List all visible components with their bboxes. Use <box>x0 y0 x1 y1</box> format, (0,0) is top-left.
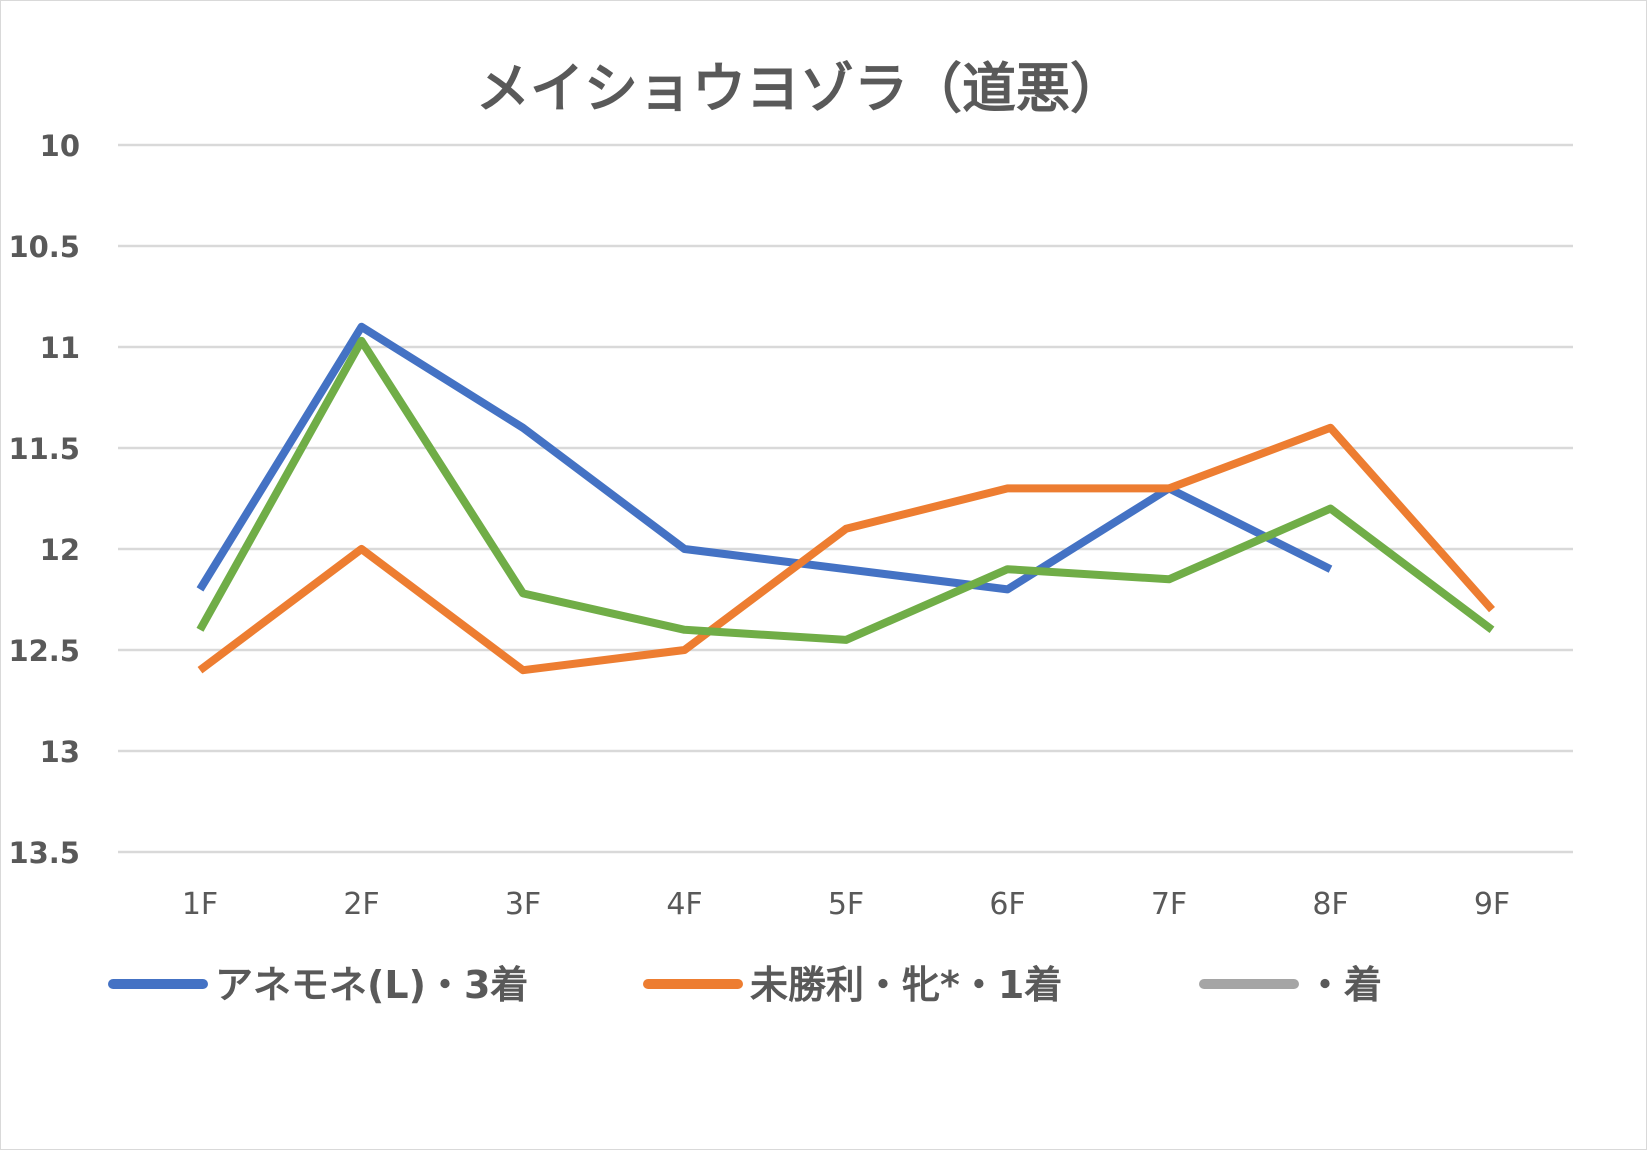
legend-item-0[interactable]: アネモネ(L)・3着 <box>108 963 528 1007</box>
y-tick-label: 10.5 <box>8 230 80 264</box>
x-tick-label: 4F <box>666 887 702 922</box>
y-tick-label: 11.5 <box>8 432 80 466</box>
x-tick-label: 8F <box>1312 887 1348 922</box>
x-tick-label: 3F <box>505 887 541 922</box>
legend[interactable]: アネモネ(L)・3着 未勝利・牝*・1着 ・着 <box>108 963 1382 1007</box>
x-tick-label: 5F <box>828 887 864 922</box>
y-tick-label: 10 <box>40 129 80 163</box>
x-tick-label: 2F <box>343 887 379 922</box>
legend-item-2[interactable]: ・着 <box>1199 963 1382 1007</box>
gridlines <box>118 143 1573 854</box>
y-tick-label: 12 <box>40 533 80 567</box>
series-lines <box>196 322 1495 675</box>
x-tick-label: 9F <box>1474 887 1510 922</box>
legend-label: 未勝利・牝*・1着 <box>750 963 1062 1007</box>
y-tick-label: 12.5 <box>8 634 80 668</box>
series-line-3 <box>196 336 1495 644</box>
y-tick-label: 13.5 <box>8 836 80 870</box>
y-tick-label: 11 <box>40 331 80 365</box>
x-tick-label: 6F <box>989 887 1025 922</box>
x-tick-label: 1F <box>182 887 218 922</box>
y-tick-label: 13 <box>40 735 80 769</box>
x-axis-tick-labels: 1F 2F 3F 4F 5F 6F 7F 8F 9F <box>182 887 1510 922</box>
legend-item-1[interactable]: 未勝利・牝*・1着 <box>643 963 1062 1007</box>
series-line-1 <box>197 423 1495 675</box>
y-axis-tick-labels: 10 10.5 11 11.5 12 12.5 13 13.5 <box>8 129 80 870</box>
legend-label: ・着 <box>1306 963 1382 1007</box>
chart-title: メイショウヨゾラ（道悪） <box>476 57 1124 120</box>
legend-label: アネモネ(L)・3着 <box>215 963 528 1007</box>
series-line-0 <box>196 322 1333 594</box>
x-tick-label: 7F <box>1151 887 1187 922</box>
